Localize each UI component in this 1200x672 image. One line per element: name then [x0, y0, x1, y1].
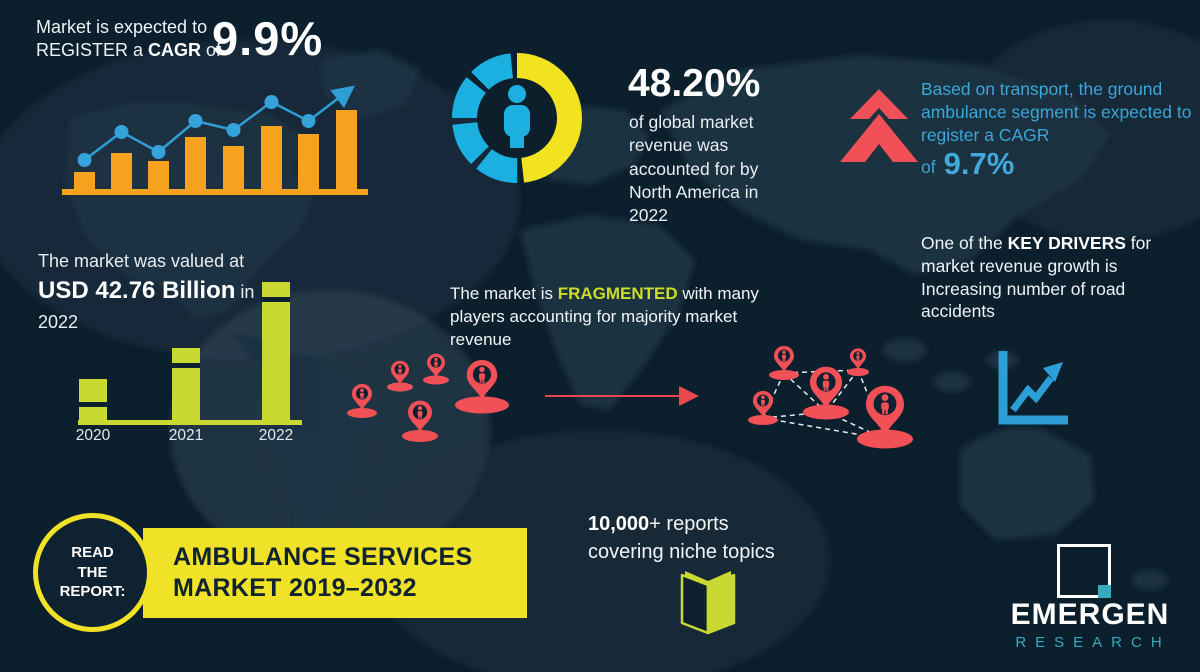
right-pin-cluster: [748, 368, 913, 449]
market-players-pins: [347, 346, 913, 449]
valuation-line-2: USD 42.76 Billion in: [38, 277, 255, 305]
valuation-bar-chart: 2020 2021 2022: [76, 282, 302, 444]
double-up-arrow-icon: [840, 89, 918, 162]
trend-arrow: [307, 85, 355, 122]
fragmented-highlight: FRAGMENTED: [557, 284, 678, 303]
left-pin-cluster: [347, 375, 509, 442]
cagr-line-1: Market is expected to: [36, 17, 208, 37]
year-label-2021: 2021: [169, 427, 203, 444]
brand-name: EMERGEN: [1010, 598, 1170, 631]
brand-logo-square: [1057, 544, 1111, 598]
read-report-badge[interactable]: READ THE REPORT:: [33, 513, 152, 632]
transport-of: of: [921, 157, 936, 177]
valuation-bars: [79, 282, 290, 420]
report-title-banner[interactable]: AMBULANCE SERVICES MARKET 2019–2032: [143, 528, 527, 618]
read-report-label: READ THE REPORT:: [59, 544, 126, 601]
key-driver-highlight: KEY DRIVERS: [1007, 233, 1126, 253]
transport-statement: Based on transport, the ground ambulance…: [921, 79, 1192, 145]
key-driver-statement: One of the KEY DRIVERS for market revenu…: [921, 233, 1152, 322]
open-book-icon: [680, 571, 736, 635]
cagr-statement: Market is expected to REGISTER a CAGR of: [36, 16, 221, 63]
brand-subtitle: RESEARCH: [1015, 634, 1171, 651]
reports-note-line-2: covering niche topics: [588, 541, 775, 563]
fragmented-statement: The market is FRAGMENTED with many playe…: [450, 284, 759, 349]
report-title-line-1: AMBULANCE SERVICES: [173, 542, 473, 571]
person-icon: [504, 85, 530, 148]
valuation-year-labels: 2020 2021 2022: [76, 427, 293, 444]
north-america-donut-chart: [452, 53, 582, 183]
donut-segment-yellow: [452, 53, 582, 183]
reports-note-line-1: 10,000+ reports: [588, 513, 729, 535]
report-title-line-2: MARKET 2019–2032: [173, 574, 417, 602]
valuation-statement: The market was valued at USD 42.76 Billi…: [38, 248, 254, 335]
brand-logo-corner: [1098, 585, 1111, 598]
cagr-value: 9.9%: [212, 12, 324, 65]
trend-bar-chart: [62, 85, 368, 195]
growth-chart-icon: [998, 351, 1068, 425]
transport-cagr: of 9.7%: [921, 146, 1014, 182]
year-label-2020: 2020: [76, 427, 111, 444]
reports-note: 10,000+ reports covering niche topics: [588, 510, 775, 566]
valuation-line-1: The market was valued at: [38, 251, 245, 271]
na-share-desc: of global market revenue was accounted f…: [629, 112, 759, 226]
valuation-line-3: 2022: [38, 311, 79, 332]
donut-segment-cyan-1: [452, 53, 582, 183]
cagr-line-2: REGISTER a CAGR of: [36, 40, 222, 61]
year-label-2022: 2022: [259, 427, 293, 444]
trend-bars: [74, 110, 357, 189]
trend-dots: [77, 95, 316, 167]
na-share-value: 48.20%: [628, 62, 761, 105]
transport-cagr-value: 9.7%: [943, 146, 1015, 181]
